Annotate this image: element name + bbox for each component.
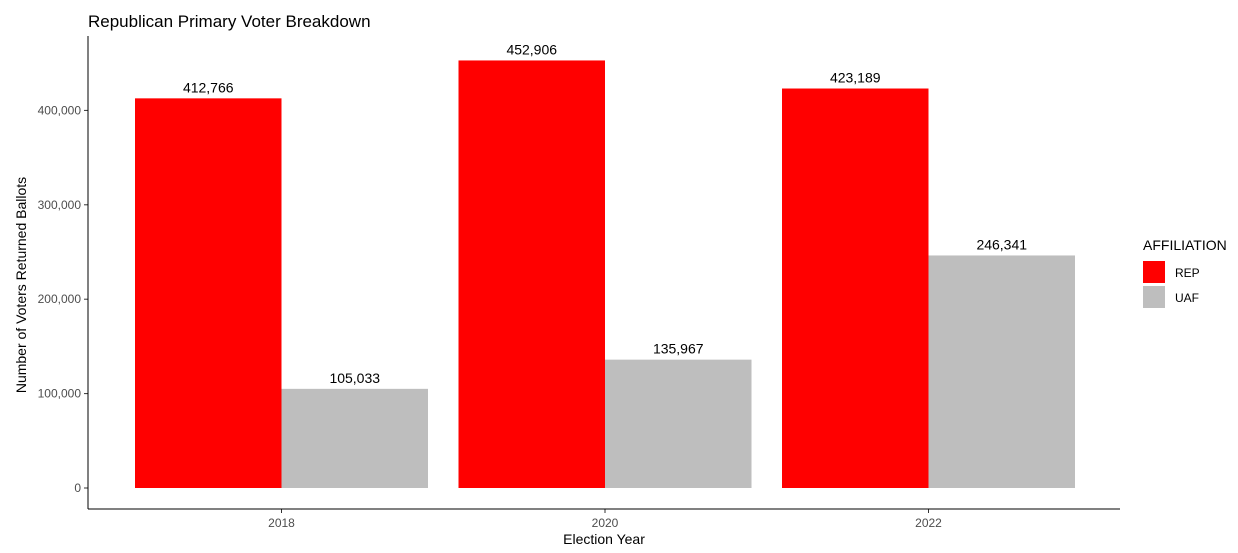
legend-label-uaf: UAF bbox=[1175, 291, 1199, 305]
y-tick-label: 0 bbox=[74, 481, 81, 495]
y-tick-label: 300,000 bbox=[38, 198, 82, 212]
x-tick-label: 2022 bbox=[915, 516, 942, 530]
bar-rep-2018 bbox=[135, 98, 282, 489]
data-label-uaf-2018: 105,033 bbox=[329, 370, 380, 386]
bar-uaf-2022 bbox=[928, 255, 1075, 488]
legend-label-rep: REP bbox=[1175, 266, 1200, 280]
data-label-rep-2020: 452,906 bbox=[506, 41, 557, 57]
y-axis-label: Number of Voters Returned Ballots bbox=[13, 177, 29, 393]
legend-swatch-uaf bbox=[1143, 286, 1165, 308]
x-tick-label: 2020 bbox=[592, 516, 619, 530]
data-label-rep-2022: 423,189 bbox=[830, 70, 881, 86]
data-label-rep-2018: 412,766 bbox=[183, 79, 234, 95]
legend-title: AFFILIATION bbox=[1143, 237, 1227, 253]
data-label-uaf-2022: 246,341 bbox=[976, 236, 1027, 252]
data-label-uaf-2020: 135,967 bbox=[653, 341, 704, 357]
bar-rep-2020 bbox=[458, 60, 605, 489]
chart-title: Republican Primary Voter Breakdown bbox=[88, 12, 371, 31]
legend: AFFILIATION REP UAF bbox=[1143, 237, 1227, 308]
y-tick-label: 100,000 bbox=[38, 387, 82, 401]
y-axis-ticks: 0 100,000 200,000 300,000 400,000 bbox=[38, 103, 88, 495]
legend-swatch-rep bbox=[1143, 261, 1165, 283]
x-axis-label: Election Year bbox=[563, 531, 645, 547]
data-labels: 412,766 452,906 423,189 105,033 135,967 246,3… bbox=[183, 41, 1027, 385]
x-axis-ticks: 2018 2020 2022 bbox=[268, 509, 942, 530]
x-tick-label: 2018 bbox=[268, 516, 295, 530]
bar-rep-2022 bbox=[782, 88, 929, 488]
bar-uaf-2018 bbox=[281, 388, 428, 488]
bars bbox=[135, 60, 1075, 489]
y-tick-label: 200,000 bbox=[38, 292, 82, 306]
bar-uaf-2020 bbox=[605, 359, 752, 488]
y-tick-label: 400,000 bbox=[38, 103, 82, 117]
